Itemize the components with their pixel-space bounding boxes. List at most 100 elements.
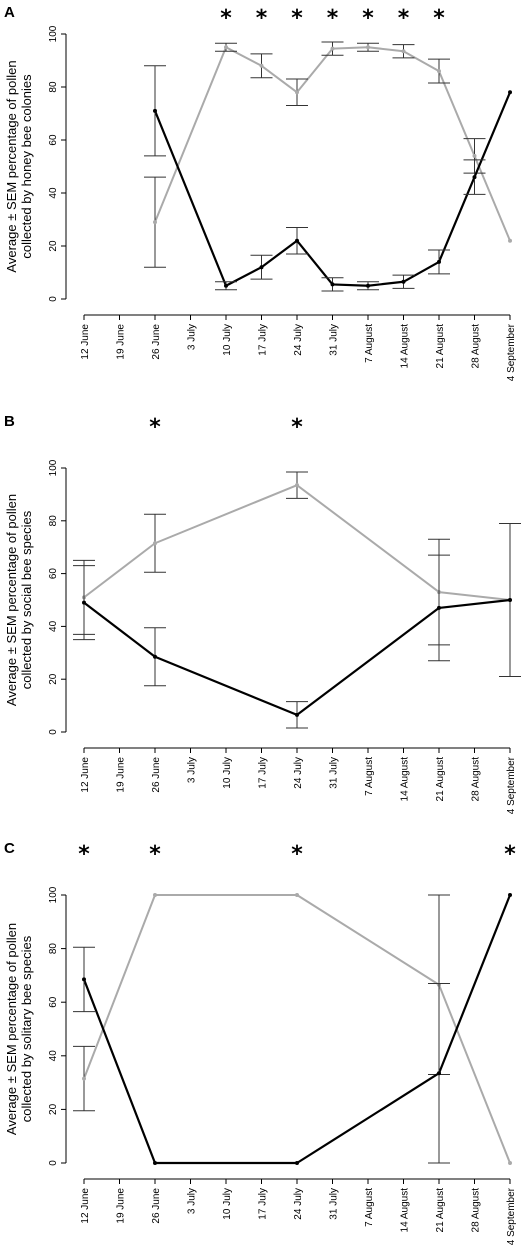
x-tick-label: 14 August xyxy=(400,1188,411,1233)
x-tick-label: 7 August xyxy=(364,324,375,363)
data-point xyxy=(82,600,86,605)
x-tick-label: 12 June xyxy=(80,1188,91,1224)
series-line xyxy=(82,894,512,1165)
x-tick-label: 14 August xyxy=(400,324,411,369)
significance-star: * xyxy=(362,6,374,31)
data-point xyxy=(401,279,406,284)
chart-panel-c: C 0 20 40 60 80 100 Average ± SEM percentage of… xyxy=(4,840,517,1245)
x-tick-label: 28 August xyxy=(471,757,482,802)
data-point xyxy=(366,283,370,288)
y-axis-label: Average ± SEM percentage of pollen xyxy=(4,923,19,1135)
y-tick-label: 0 xyxy=(48,1160,59,1166)
y-tick-label: 20 xyxy=(48,673,59,685)
y-axis-label: collected by honey bee colonies xyxy=(19,74,34,259)
significance-star: * xyxy=(78,842,90,867)
series-line xyxy=(153,91,512,287)
data-point xyxy=(330,46,335,51)
x-tick-label: 24 July xyxy=(293,324,304,356)
significance-star: * xyxy=(149,415,161,440)
data-point xyxy=(259,265,264,270)
y-tick-label: 80 xyxy=(48,81,59,93)
chart-panel-a: A 0 20 40 60 80 100 Average ± SEM percentage of… xyxy=(4,4,517,381)
y-tick-label: 60 xyxy=(48,996,59,1008)
panel-label: A xyxy=(4,4,15,21)
x-tick-label: 3 July xyxy=(187,757,198,783)
y-tick-label: 20 xyxy=(48,1103,59,1115)
y-axis-label: Average ± SEM percentage of pollen xyxy=(4,494,19,706)
data-point xyxy=(330,282,335,287)
x-tick-label: 21 August xyxy=(435,1188,446,1233)
data-point xyxy=(437,69,441,74)
y-tick-label: 40 xyxy=(48,187,59,199)
significance-star: * xyxy=(504,842,516,867)
x-tick-label: 26 June xyxy=(151,757,162,793)
data-point xyxy=(437,259,441,264)
x-tick-label: 19 June xyxy=(116,1188,127,1224)
data-point xyxy=(153,220,157,225)
y-tick-label: 40 xyxy=(48,620,59,632)
significance-star: * xyxy=(149,842,161,867)
data-point xyxy=(224,45,228,50)
data-point xyxy=(508,893,512,897)
x-tick-label: 12 June xyxy=(80,324,91,360)
x-tick-label: 17 July xyxy=(258,1188,269,1220)
y-tick-label: 0 xyxy=(48,296,59,302)
x-tick-label: 26 June xyxy=(151,324,162,360)
data-point xyxy=(82,1076,86,1081)
data-point xyxy=(508,90,512,95)
x-tick-label: 28 August xyxy=(471,324,482,369)
data-point xyxy=(472,175,477,180)
x-tick-label: 12 June xyxy=(80,757,91,793)
y-tick-label: 40 xyxy=(48,1050,59,1062)
data-point xyxy=(259,63,264,68)
x-tick-label: 10 July xyxy=(222,324,233,356)
data-point xyxy=(366,45,370,50)
significance-star: * xyxy=(256,6,268,31)
data-point xyxy=(295,90,299,95)
x-tick-label: 24 July xyxy=(293,1188,304,1220)
significance-star: * xyxy=(327,6,339,31)
data-point xyxy=(153,1161,157,1165)
data-point xyxy=(153,541,157,546)
y-tick-label: 20 xyxy=(48,240,59,252)
data-point xyxy=(295,893,299,897)
series-line xyxy=(83,894,511,1164)
data-point xyxy=(295,1161,299,1165)
data-point xyxy=(153,108,157,113)
x-tick-label: 17 July xyxy=(258,324,269,356)
x-tick-label: 3 July xyxy=(187,324,198,350)
x-tick-label: 19 June xyxy=(116,324,127,360)
x-tick-label: 31 July xyxy=(329,324,340,356)
x-tick-label: 7 August xyxy=(364,757,375,796)
y-tick-label: 100 xyxy=(48,459,59,476)
x-tick-label: 24 July xyxy=(293,757,304,789)
series-line xyxy=(154,46,511,242)
data-point xyxy=(295,483,299,488)
y-tick-label: 60 xyxy=(48,568,59,580)
y-tick-label: 80 xyxy=(48,943,59,955)
data-point xyxy=(508,238,512,243)
data-point xyxy=(295,238,299,243)
significance-star: * xyxy=(433,6,445,31)
y-axis-label: collected by social bee species xyxy=(19,510,34,689)
x-tick-label: 3 July xyxy=(187,1188,198,1214)
x-tick-label: 19 June xyxy=(116,757,127,793)
y-tick-label: 100 xyxy=(48,886,59,903)
x-tick-label: 21 August xyxy=(435,757,446,802)
x-tick-label: 17 July xyxy=(258,757,269,789)
significance-star: * xyxy=(398,6,410,31)
data-point xyxy=(508,598,512,602)
x-tick-label: 10 July xyxy=(222,757,233,789)
data-point xyxy=(508,1161,512,1165)
y-tick-label: 100 xyxy=(48,25,59,42)
data-point xyxy=(295,712,299,717)
x-tick-label: 21 August xyxy=(435,324,446,369)
y-tick-label: 60 xyxy=(48,134,59,146)
data-point xyxy=(153,654,157,659)
x-tick-label: 4 September xyxy=(506,756,517,814)
data-point xyxy=(153,893,157,897)
x-tick-label: 14 August xyxy=(400,757,411,802)
x-tick-label: 4 September xyxy=(506,323,517,381)
series-line xyxy=(83,484,511,601)
